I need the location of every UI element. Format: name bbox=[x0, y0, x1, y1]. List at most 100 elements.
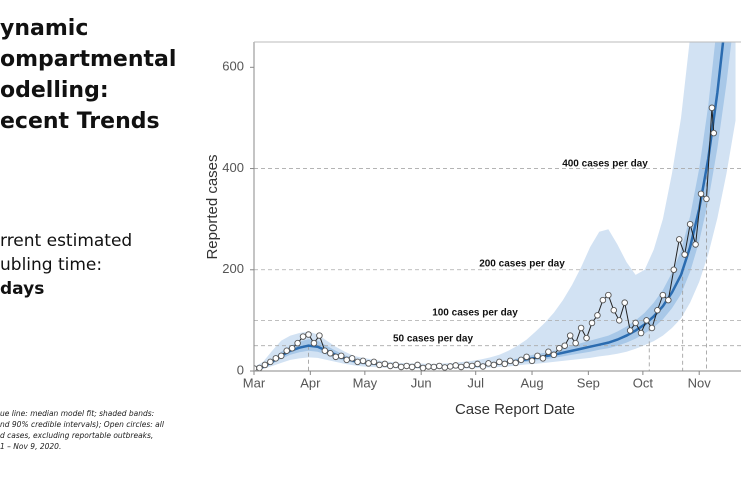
x-tick-label: Jun bbox=[411, 375, 432, 390]
observed-point bbox=[299, 333, 307, 340]
threshold-label: 200 cases per day bbox=[479, 259, 565, 270]
observed-point bbox=[490, 361, 498, 369]
x-tick-label: May bbox=[353, 375, 378, 390]
observed-point bbox=[452, 362, 459, 369]
observed-point bbox=[354, 358, 361, 366]
observed-point bbox=[583, 334, 590, 342]
observed-point bbox=[278, 352, 285, 360]
slide-title: ompartmental bbox=[0, 47, 177, 72]
y-tick-label: 400 bbox=[222, 160, 244, 175]
observed-point bbox=[414, 361, 421, 369]
observed-point bbox=[305, 331, 312, 338]
observed-point bbox=[572, 339, 579, 347]
observed-point bbox=[632, 319, 639, 327]
slide-title: odelling: bbox=[0, 78, 109, 103]
observed-point bbox=[403, 362, 410, 370]
body-text: rrent estimated bbox=[0, 231, 133, 251]
observed-point bbox=[310, 339, 318, 347]
y-tick-label: 200 bbox=[222, 261, 244, 276]
observed-point bbox=[294, 339, 301, 347]
observed-point bbox=[566, 332, 574, 339]
observed-point bbox=[337, 352, 345, 360]
y-tick-label: 600 bbox=[222, 59, 244, 74]
observed-point bbox=[594, 312, 601, 319]
observed-point bbox=[501, 360, 509, 368]
credible-band bbox=[254, 42, 736, 371]
observed-point bbox=[610, 307, 618, 314]
observed-point bbox=[534, 352, 541, 360]
observed-point bbox=[710, 129, 717, 137]
x-tick-label: Mar bbox=[243, 375, 266, 390]
observed-point bbox=[545, 348, 552, 356]
observed-point bbox=[675, 236, 683, 243]
observed-point bbox=[697, 190, 705, 198]
observed-point bbox=[267, 358, 274, 366]
x-tick-label: Aug bbox=[520, 375, 543, 390]
observed-point bbox=[539, 355, 547, 362]
observed-point bbox=[316, 332, 323, 339]
observed-point bbox=[365, 360, 372, 367]
observed-point bbox=[457, 363, 465, 371]
observed-point bbox=[588, 319, 596, 327]
observed-point bbox=[703, 195, 710, 203]
observed-point bbox=[550, 351, 558, 359]
observed-point bbox=[654, 307, 661, 314]
threshold-label: 100 cases per day bbox=[432, 308, 518, 319]
observed-point bbox=[708, 104, 716, 112]
observed-point bbox=[327, 350, 334, 357]
observed-point bbox=[686, 220, 694, 228]
observed-point bbox=[463, 361, 470, 369]
observed-point bbox=[643, 317, 650, 324]
observed-point bbox=[528, 357, 536, 365]
observed-point bbox=[430, 363, 438, 371]
x-tick-label: Apr bbox=[300, 375, 321, 390]
observed-point bbox=[447, 363, 454, 370]
observed-point bbox=[256, 364, 263, 371]
observed-point bbox=[348, 355, 356, 362]
observed-point bbox=[692, 241, 699, 248]
x-axis-title: Case Report Date bbox=[455, 401, 575, 418]
y-tick-label: 0 bbox=[237, 362, 244, 377]
observed-point bbox=[659, 291, 667, 299]
observed-point bbox=[425, 363, 432, 370]
observed-point bbox=[272, 355, 280, 362]
observed-point bbox=[648, 324, 656, 332]
footnote: d cases, excluding reportable outbreaks, bbox=[0, 431, 154, 440]
observed-point bbox=[523, 353, 530, 361]
x-tick-label: Sep bbox=[577, 375, 600, 390]
observed-point bbox=[506, 357, 514, 365]
slide-title: ecent Trends bbox=[0, 109, 160, 134]
x-tick-label: Jul bbox=[467, 375, 484, 390]
observed-point bbox=[376, 361, 383, 369]
observed-point bbox=[370, 358, 378, 366]
footnote: nd 90% credible intervals); Open circles… bbox=[0, 420, 164, 429]
observed-point bbox=[556, 344, 563, 352]
observed-point bbox=[343, 356, 350, 364]
observed-point bbox=[561, 342, 568, 349]
threshold-label: 400 cases per day bbox=[562, 159, 648, 170]
footnote: ue line: median model fit; shaded bands: bbox=[0, 409, 155, 418]
x-tick-label: Oct bbox=[633, 375, 654, 390]
observed-point bbox=[637, 329, 645, 337]
observed-point bbox=[381, 360, 389, 368]
observed-point bbox=[419, 364, 427, 371]
footnote: 1 – Nov 9, 2020. bbox=[0, 442, 62, 451]
body-bold: days bbox=[0, 279, 45, 299]
observed-point bbox=[681, 251, 688, 258]
body-text: ubling time: bbox=[0, 255, 103, 275]
observed-point bbox=[621, 299, 628, 306]
x-tick-label: Nov bbox=[688, 375, 712, 390]
threshold-label: 50 cases per day bbox=[393, 334, 473, 345]
slide-title: ynamic bbox=[0, 16, 89, 41]
observed-point bbox=[479, 363, 487, 370]
observed-point bbox=[441, 364, 449, 371]
observed-point bbox=[670, 266, 678, 274]
observed-point bbox=[332, 353, 340, 361]
observed-point bbox=[288, 344, 296, 352]
y-axis-title: Reported cases bbox=[204, 154, 221, 259]
observed-point bbox=[283, 347, 290, 355]
observed-point bbox=[485, 360, 492, 367]
observed-point bbox=[616, 317, 623, 324]
